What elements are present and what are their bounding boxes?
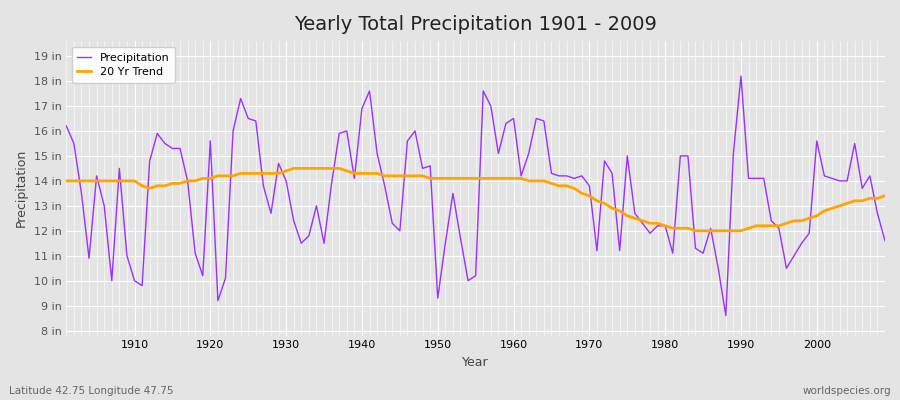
Precipitation: [122, 253, 132, 258]
20 Yr Trend: [61, 178, 72, 183]
Precipitation: [735, 74, 746, 78]
Precipitation: [61, 124, 72, 128]
20 Yr Trend: [288, 166, 299, 171]
X-axis label: Year: Year: [463, 356, 489, 369]
20 Yr Trend: [607, 206, 617, 211]
20 Yr Trend: [296, 166, 307, 171]
Text: Latitude 42.75 Longitude 47.75: Latitude 42.75 Longitude 47.75: [9, 386, 174, 396]
Legend: Precipitation, 20 Yr Trend: Precipitation, 20 Yr Trend: [72, 47, 175, 83]
20 Yr Trend: [879, 194, 890, 198]
Line: 20 Yr Trend: 20 Yr Trend: [67, 168, 885, 231]
20 Yr Trend: [341, 168, 352, 173]
Text: worldspecies.org: worldspecies.org: [803, 386, 891, 396]
20 Yr Trend: [122, 178, 132, 183]
Precipitation: [879, 238, 890, 243]
Precipitation: [500, 121, 511, 126]
20 Yr Trend: [690, 228, 701, 233]
Precipitation: [720, 313, 731, 318]
Y-axis label: Precipitation: Precipitation: [15, 149, 28, 228]
Precipitation: [334, 131, 345, 136]
Title: Yearly Total Precipitation 1901 - 2009: Yearly Total Precipitation 1901 - 2009: [294, 15, 657, 34]
Precipitation: [288, 218, 299, 223]
20 Yr Trend: [508, 176, 519, 181]
Precipitation: [599, 158, 610, 163]
Precipitation: [508, 116, 519, 121]
Line: Precipitation: Precipitation: [67, 76, 885, 316]
20 Yr Trend: [516, 176, 526, 181]
